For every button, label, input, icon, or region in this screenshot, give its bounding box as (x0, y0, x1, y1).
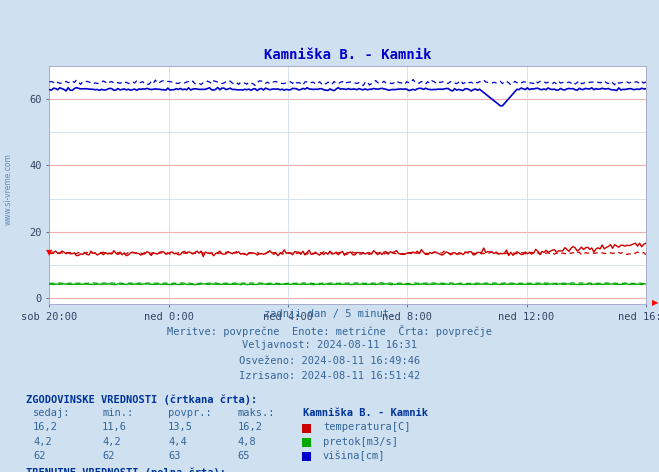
Text: maks.:: maks.: (237, 408, 275, 418)
Text: ZGODOVINSKE VREDNOSTI (črtkana črta):: ZGODOVINSKE VREDNOSTI (črtkana črta): (26, 394, 258, 405)
Text: 16,2: 16,2 (237, 422, 262, 432)
Text: min.:: min.: (102, 408, 133, 418)
Text: TRENUTNE VREDNOSTI (polna črta):: TRENUTNE VREDNOSTI (polna črta): (26, 467, 226, 472)
Text: Izrisano: 2024-08-11 16:51:42: Izrisano: 2024-08-11 16:51:42 (239, 371, 420, 381)
Text: Veljavnost: 2024-08-11 16:31: Veljavnost: 2024-08-11 16:31 (242, 340, 417, 350)
Text: 63: 63 (168, 451, 181, 461)
Text: Meritve: povprečne  Enote: metrične  Črta: povprečje: Meritve: povprečne Enote: metrične Črta:… (167, 325, 492, 337)
Text: zadnji dan / 5 minut.: zadnji dan / 5 minut. (264, 309, 395, 319)
Text: 4,4: 4,4 (168, 437, 186, 447)
Text: 13,5: 13,5 (168, 422, 193, 432)
Text: ▶: ▶ (652, 298, 658, 307)
Text: višina[cm]: višina[cm] (323, 451, 386, 461)
Text: 4,2: 4,2 (102, 437, 121, 447)
Title: Kamniška B. - Kamnik: Kamniška B. - Kamnik (264, 48, 432, 62)
Text: 62: 62 (33, 451, 45, 461)
Text: Kamniška B. - Kamnik: Kamniška B. - Kamnik (303, 408, 428, 418)
Text: www.si-vreme.com: www.si-vreme.com (3, 153, 13, 225)
Text: 62: 62 (102, 451, 115, 461)
Text: povpr.:: povpr.: (168, 408, 212, 418)
Text: sedaj:: sedaj: (33, 408, 71, 418)
Text: 4,2: 4,2 (33, 437, 51, 447)
Text: 11,6: 11,6 (102, 422, 127, 432)
Text: pretok[m3/s]: pretok[m3/s] (323, 437, 398, 447)
Text: Osveženo: 2024-08-11 16:49:46: Osveženo: 2024-08-11 16:49:46 (239, 356, 420, 366)
Text: 65: 65 (237, 451, 250, 461)
Text: temperatura[C]: temperatura[C] (323, 422, 411, 432)
Text: 16,2: 16,2 (33, 422, 58, 432)
Text: 4,8: 4,8 (237, 437, 256, 447)
Text: ▼: ▼ (46, 248, 53, 257)
